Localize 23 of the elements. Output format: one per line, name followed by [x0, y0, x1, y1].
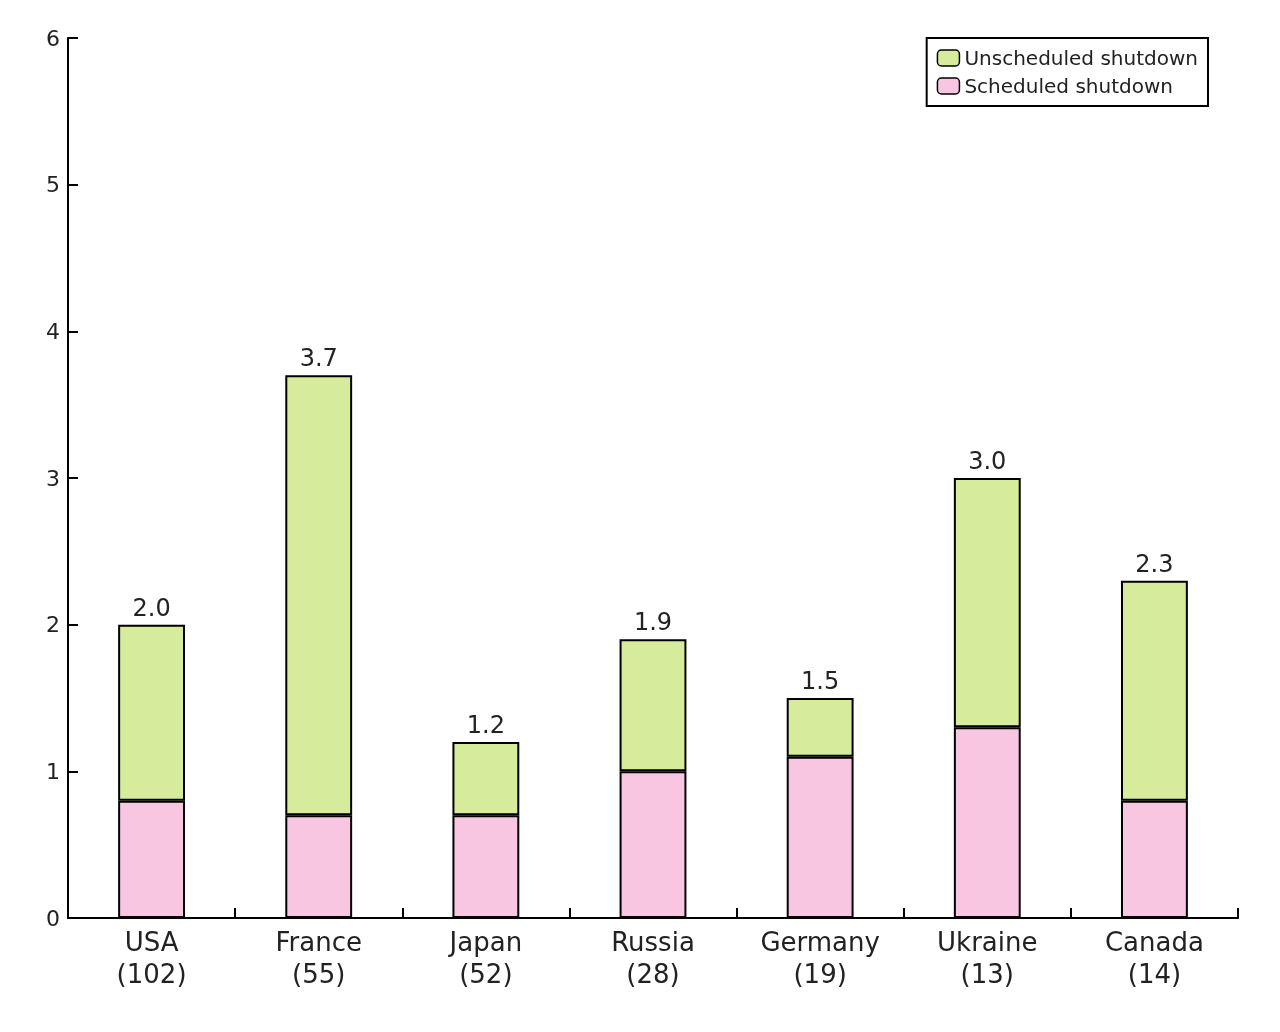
legend-label: Unscheduled shutdown [964, 46, 1198, 70]
y-tick-label: 3 [46, 465, 60, 491]
y-tick-label: 0 [46, 905, 60, 931]
x-tick-label: USA (102) [116, 927, 187, 989]
x-tick-label: Germany (19) [760, 927, 880, 989]
x-tick-label: Japan (52) [447, 927, 523, 989]
x-tick-label: Canada (14) [1104, 927, 1204, 989]
total-label: 1.9 [633, 608, 673, 637]
total-label: 2.0 [132, 593, 171, 622]
x-tick-label: Russia (28) [611, 927, 695, 989]
x-tick-label: France (55) [275, 927, 362, 989]
y-tick-label: 6 [46, 25, 60, 51]
total-label: 1.2 [466, 711, 505, 739]
total-label: 2.3 [1135, 549, 1174, 578]
y-tick-label: 4 [46, 318, 60, 344]
x-tick-label: Ukraine (13) [937, 927, 1038, 989]
total-label: 3.0 [968, 447, 1007, 475]
total-label: 3.7 [299, 344, 338, 373]
legend-label: Scheduled shutdown [964, 74, 1173, 98]
y-tick-label: 1 [46, 758, 60, 784]
y-tick-label: 2 [46, 612, 60, 638]
y-tick-label: 5 [46, 172, 60, 198]
total-label: 1.5 [801, 667, 840, 695]
